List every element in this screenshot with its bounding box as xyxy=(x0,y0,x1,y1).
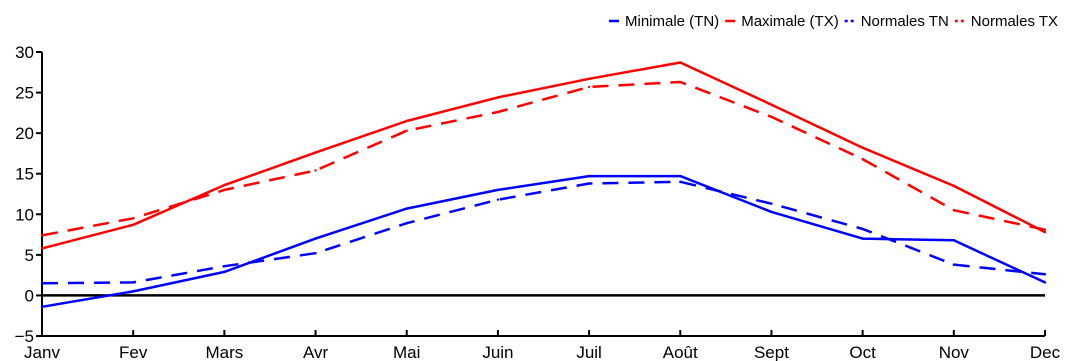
chart-legend: Minimale (TN) Maximale (TX) Normales TN Nor… xyxy=(609,13,1058,30)
data-point-maximale-tx xyxy=(405,119,408,123)
data-point-maximale-tx xyxy=(770,103,773,106)
data-point-normales-tn xyxy=(405,222,408,225)
data-point-normales-tn xyxy=(314,252,317,255)
data-point-normales-tx xyxy=(223,188,226,192)
data-point-minimale-tn xyxy=(496,188,500,192)
x-tick-label-oct: Oct xyxy=(849,343,876,361)
legend-label: Normales TX xyxy=(971,13,1058,30)
series-line-maximale-tx xyxy=(41,61,1046,250)
data-point-normales-tn xyxy=(1043,273,1047,276)
x-tick-label-juin: Juin xyxy=(482,343,513,361)
data-point-maximale-tx xyxy=(1043,230,1047,234)
data-point-minimale-tn xyxy=(861,237,864,240)
data-point-normales-tn xyxy=(223,265,226,268)
x-tick-label-juil: Juil xyxy=(576,343,602,361)
data-point-normales-tx xyxy=(314,169,317,172)
data-point-minimale-tn xyxy=(587,174,591,178)
data-point-minimale-tn xyxy=(1043,281,1047,284)
data-point-maximale-tx xyxy=(131,223,135,227)
data-point-normales-tx xyxy=(40,234,44,237)
data-point-normales-tx xyxy=(1043,228,1047,231)
y-axis: −5 0 5 10 15 20 25 30 xyxy=(15,43,43,346)
data-point-normales-tn xyxy=(861,227,864,231)
x-tick-label-nov: Nov xyxy=(939,343,970,361)
data-point-normales-tn xyxy=(131,281,135,284)
series-line-normales-tx xyxy=(41,80,1046,237)
data-point-normales-tn xyxy=(40,282,44,285)
series-line-normales-tn xyxy=(41,180,1046,285)
data-point-minimale-tn xyxy=(40,305,44,308)
data-point-normales-tx xyxy=(587,85,591,89)
x-tick-label-avr: Avr xyxy=(303,343,329,361)
y-tick-label: 15 xyxy=(15,165,34,184)
data-point-maximale-tx xyxy=(861,146,864,149)
data-point-minimale-tn xyxy=(952,239,956,242)
data-point-maximale-tx xyxy=(40,247,44,250)
x-tick-label-sept: Sept xyxy=(754,343,789,361)
data-point-maximale-tx xyxy=(314,151,317,154)
data-point-normales-tn xyxy=(952,263,956,266)
y-tick-label: 30 xyxy=(15,43,34,62)
legend-label: Maximale (TX) xyxy=(741,13,839,30)
data-point-minimale-tn xyxy=(223,270,226,274)
data-point-normales-tx xyxy=(131,217,135,220)
data-point-maximale-tx xyxy=(679,61,682,64)
data-point-minimale-tn xyxy=(679,174,682,178)
data-point-normales-tx xyxy=(952,209,956,212)
y-tick-label: 5 xyxy=(25,246,34,265)
data-point-maximale-tx xyxy=(223,183,226,187)
y-tick-label: 0 xyxy=(25,286,34,305)
data-point-normales-tn xyxy=(587,182,591,185)
data-point-minimale-tn xyxy=(131,290,135,293)
y-tick-label: 20 xyxy=(15,124,34,143)
legend-item-normales-tn: Normales TN xyxy=(844,13,949,30)
data-point-normales-tx xyxy=(861,157,864,161)
x-tick-label-aout: Août xyxy=(663,343,698,361)
data-point-minimale-tn xyxy=(314,237,317,240)
data-point-normales-tn xyxy=(770,202,773,205)
legend-item-maximale-tx: Maximale (TX) xyxy=(725,13,839,30)
x-tick-label-fev: Fev xyxy=(119,343,148,361)
legend-item-minimale-tn: Minimale (TN) xyxy=(609,13,719,30)
data-point-normales-tx xyxy=(496,110,500,114)
legend-label: Normales TN xyxy=(861,13,949,30)
data-point-normales-tn xyxy=(679,180,682,184)
data-point-normales-tx xyxy=(770,115,773,119)
series-line-minimale-tn xyxy=(41,174,1046,309)
x-tick-label-mai: Mai xyxy=(393,343,420,361)
data-point-minimale-tn xyxy=(405,207,408,210)
y-tick-label: −5 xyxy=(15,327,34,346)
data-point-minimale-tn xyxy=(770,210,773,214)
series-lines xyxy=(40,61,1047,309)
legend-label: Minimale (TN) xyxy=(625,13,719,30)
y-tick-label: 25 xyxy=(15,84,34,103)
x-tick-label-janv: Janv xyxy=(24,343,60,361)
data-point-normales-tx xyxy=(405,129,408,132)
data-point-maximale-tx xyxy=(952,184,956,188)
data-point-maximale-tx xyxy=(496,96,500,99)
x-axis: Janv Fev Mars Avr Mai Juin Juil Août Sept Oct Nov D… xyxy=(24,330,1061,361)
y-tick-label: 10 xyxy=(15,205,34,224)
data-point-normales-tn xyxy=(496,198,500,201)
x-tick-label-dec: Dec xyxy=(1030,343,1061,361)
legend-item-normales-tx: Normales TX xyxy=(954,13,1058,30)
data-point-maximale-tx xyxy=(587,77,591,80)
data-point-normales-tx xyxy=(679,80,682,84)
x-tick-label-mars: Mars xyxy=(205,343,243,361)
